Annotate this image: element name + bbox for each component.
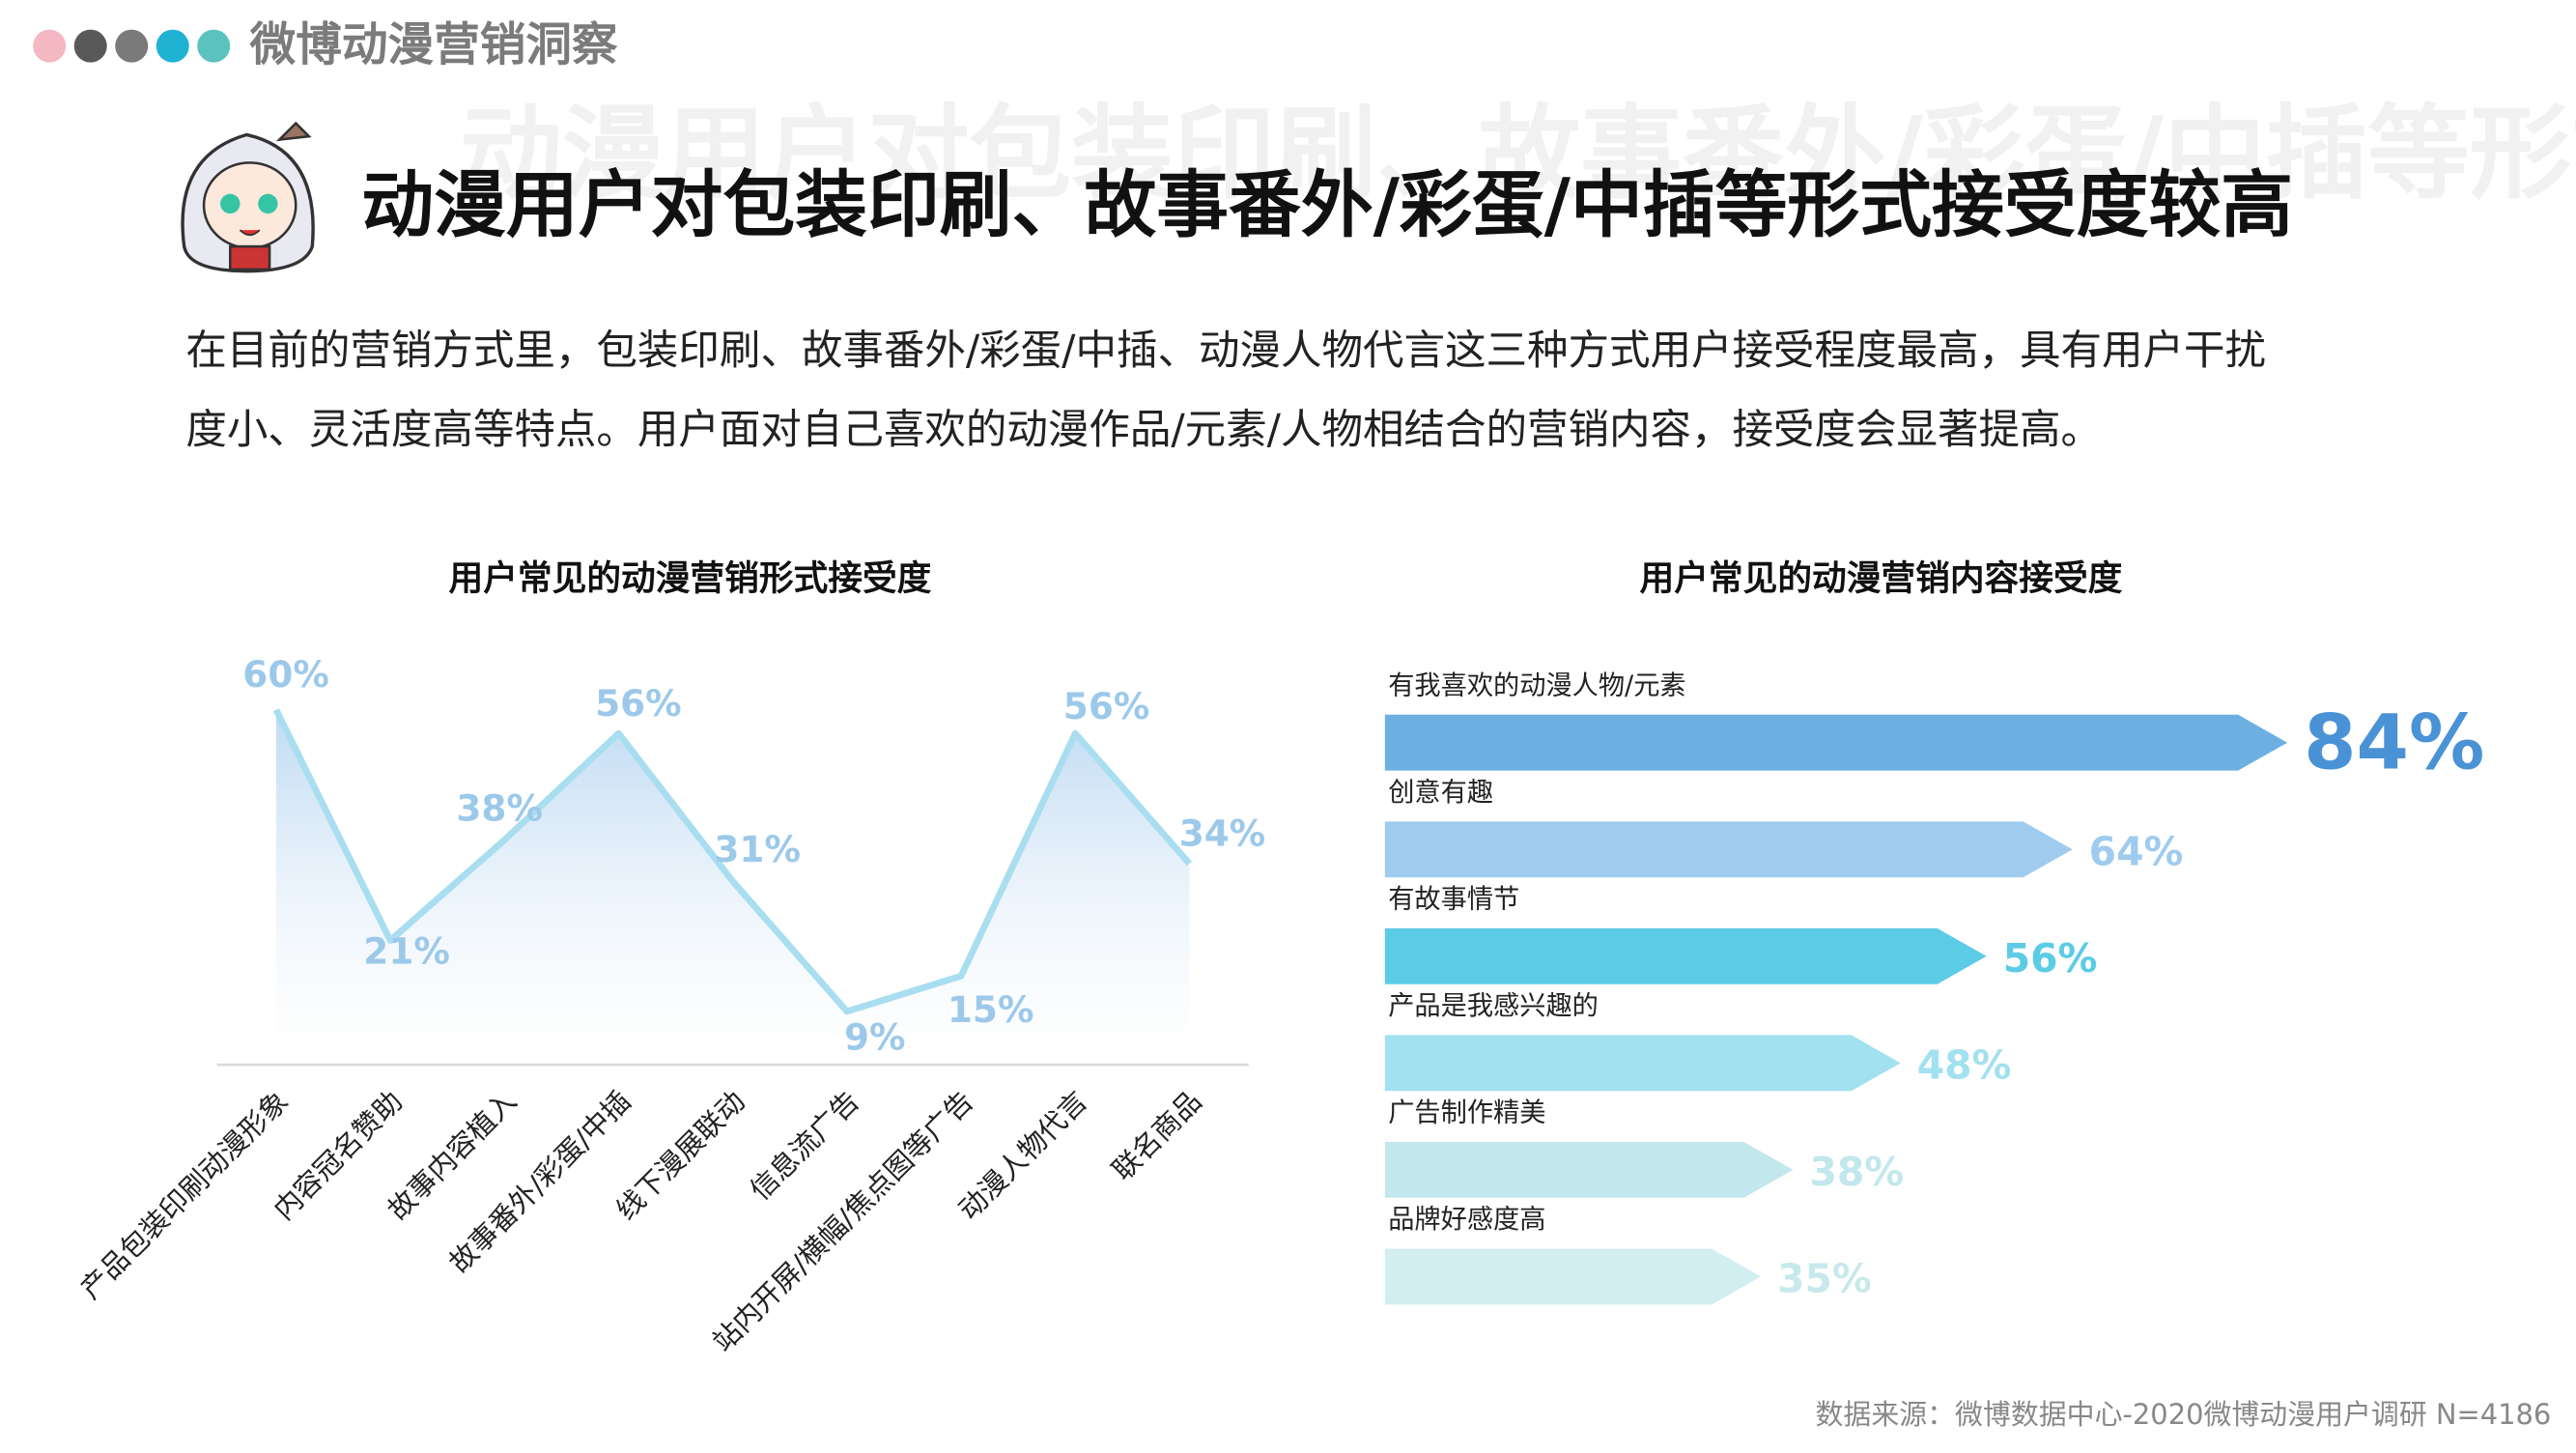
- bar: [1384, 1248, 1762, 1305]
- value-label: 34%: [1179, 812, 1266, 854]
- value-label: 48%: [1917, 1041, 2012, 1088]
- value-label: 21%: [363, 930, 450, 973]
- value-label: 38%: [1810, 1149, 1905, 1195]
- value-label: 64%: [2089, 828, 2184, 874]
- value-label: 35%: [1777, 1256, 1872, 1302]
- value-label: 15%: [948, 988, 1034, 1031]
- bar: [1384, 1141, 1794, 1198]
- title-watermark: 动漫用户对包装印刷、故事番外/彩蛋/中插等形式接受度较高: [460, 94, 2576, 213]
- value-label: 31%: [714, 828, 801, 870]
- paragraph-line: 度小、灵活度高等特点。用户面对自己喜欢的动漫作品/元素/人物相结合的营销内容，接…: [185, 407, 2102, 454]
- bar: [1384, 927, 1987, 984]
- category-label: 有故事情节: [1388, 884, 1519, 914]
- chart-title: 用户常见的动漫营销形式接受度: [449, 558, 932, 598]
- source: 数据来源：微博数据中心-2020微博动漫用户调研 N=4186: [1816, 1398, 2552, 1431]
- category-label: 有我喜欢的动漫人物/元素: [1388, 670, 1685, 700]
- value-label: 56%: [1063, 685, 1150, 727]
- bar: [1384, 714, 2288, 771]
- avatar: [181, 121, 315, 273]
- bar: [1384, 821, 2073, 878]
- line: [272, 708, 1193, 1015]
- value-label: 9%: [844, 1015, 906, 1058]
- value-label: 84%: [2304, 698, 2484, 786]
- title: 动漫用户对包装印刷、故事番外/彩蛋/中插等形式接受度较高: [361, 163, 2293, 247]
- x-tick-label: 联名商品: [1106, 1085, 1208, 1187]
- category-label: 品牌好感度高: [1388, 1205, 1545, 1235]
- paragraph-line: 在目前的营销方式里，包装印刷、故事番外/彩蛋/中插、动漫人物代言这三种方式用户接…: [185, 328, 2266, 375]
- category-label: 广告制作精美: [1388, 1098, 1545, 1128]
- value-label: 38%: [456, 786, 543, 829]
- x-tick-label: 产品包装印刷动漫形象: [74, 1085, 295, 1305]
- brand: 微博动漫营销洞察: [249, 18, 618, 71]
- category-label: 创意有趣: [1388, 778, 1493, 808]
- bar: [1384, 1035, 1901, 1092]
- value-label: 56%: [595, 682, 682, 725]
- value-label: 56%: [2003, 935, 2098, 982]
- x-tick-label: 信息流广告: [744, 1085, 865, 1207]
- category-label: 产品是我感兴趣的: [1388, 991, 1599, 1021]
- value-label: 60%: [242, 653, 329, 696]
- area: [275, 709, 1190, 1066]
- chart-title: 用户常见的动漫营销内容接受度: [1640, 558, 2123, 598]
- header-dots: [33, 29, 231, 63]
